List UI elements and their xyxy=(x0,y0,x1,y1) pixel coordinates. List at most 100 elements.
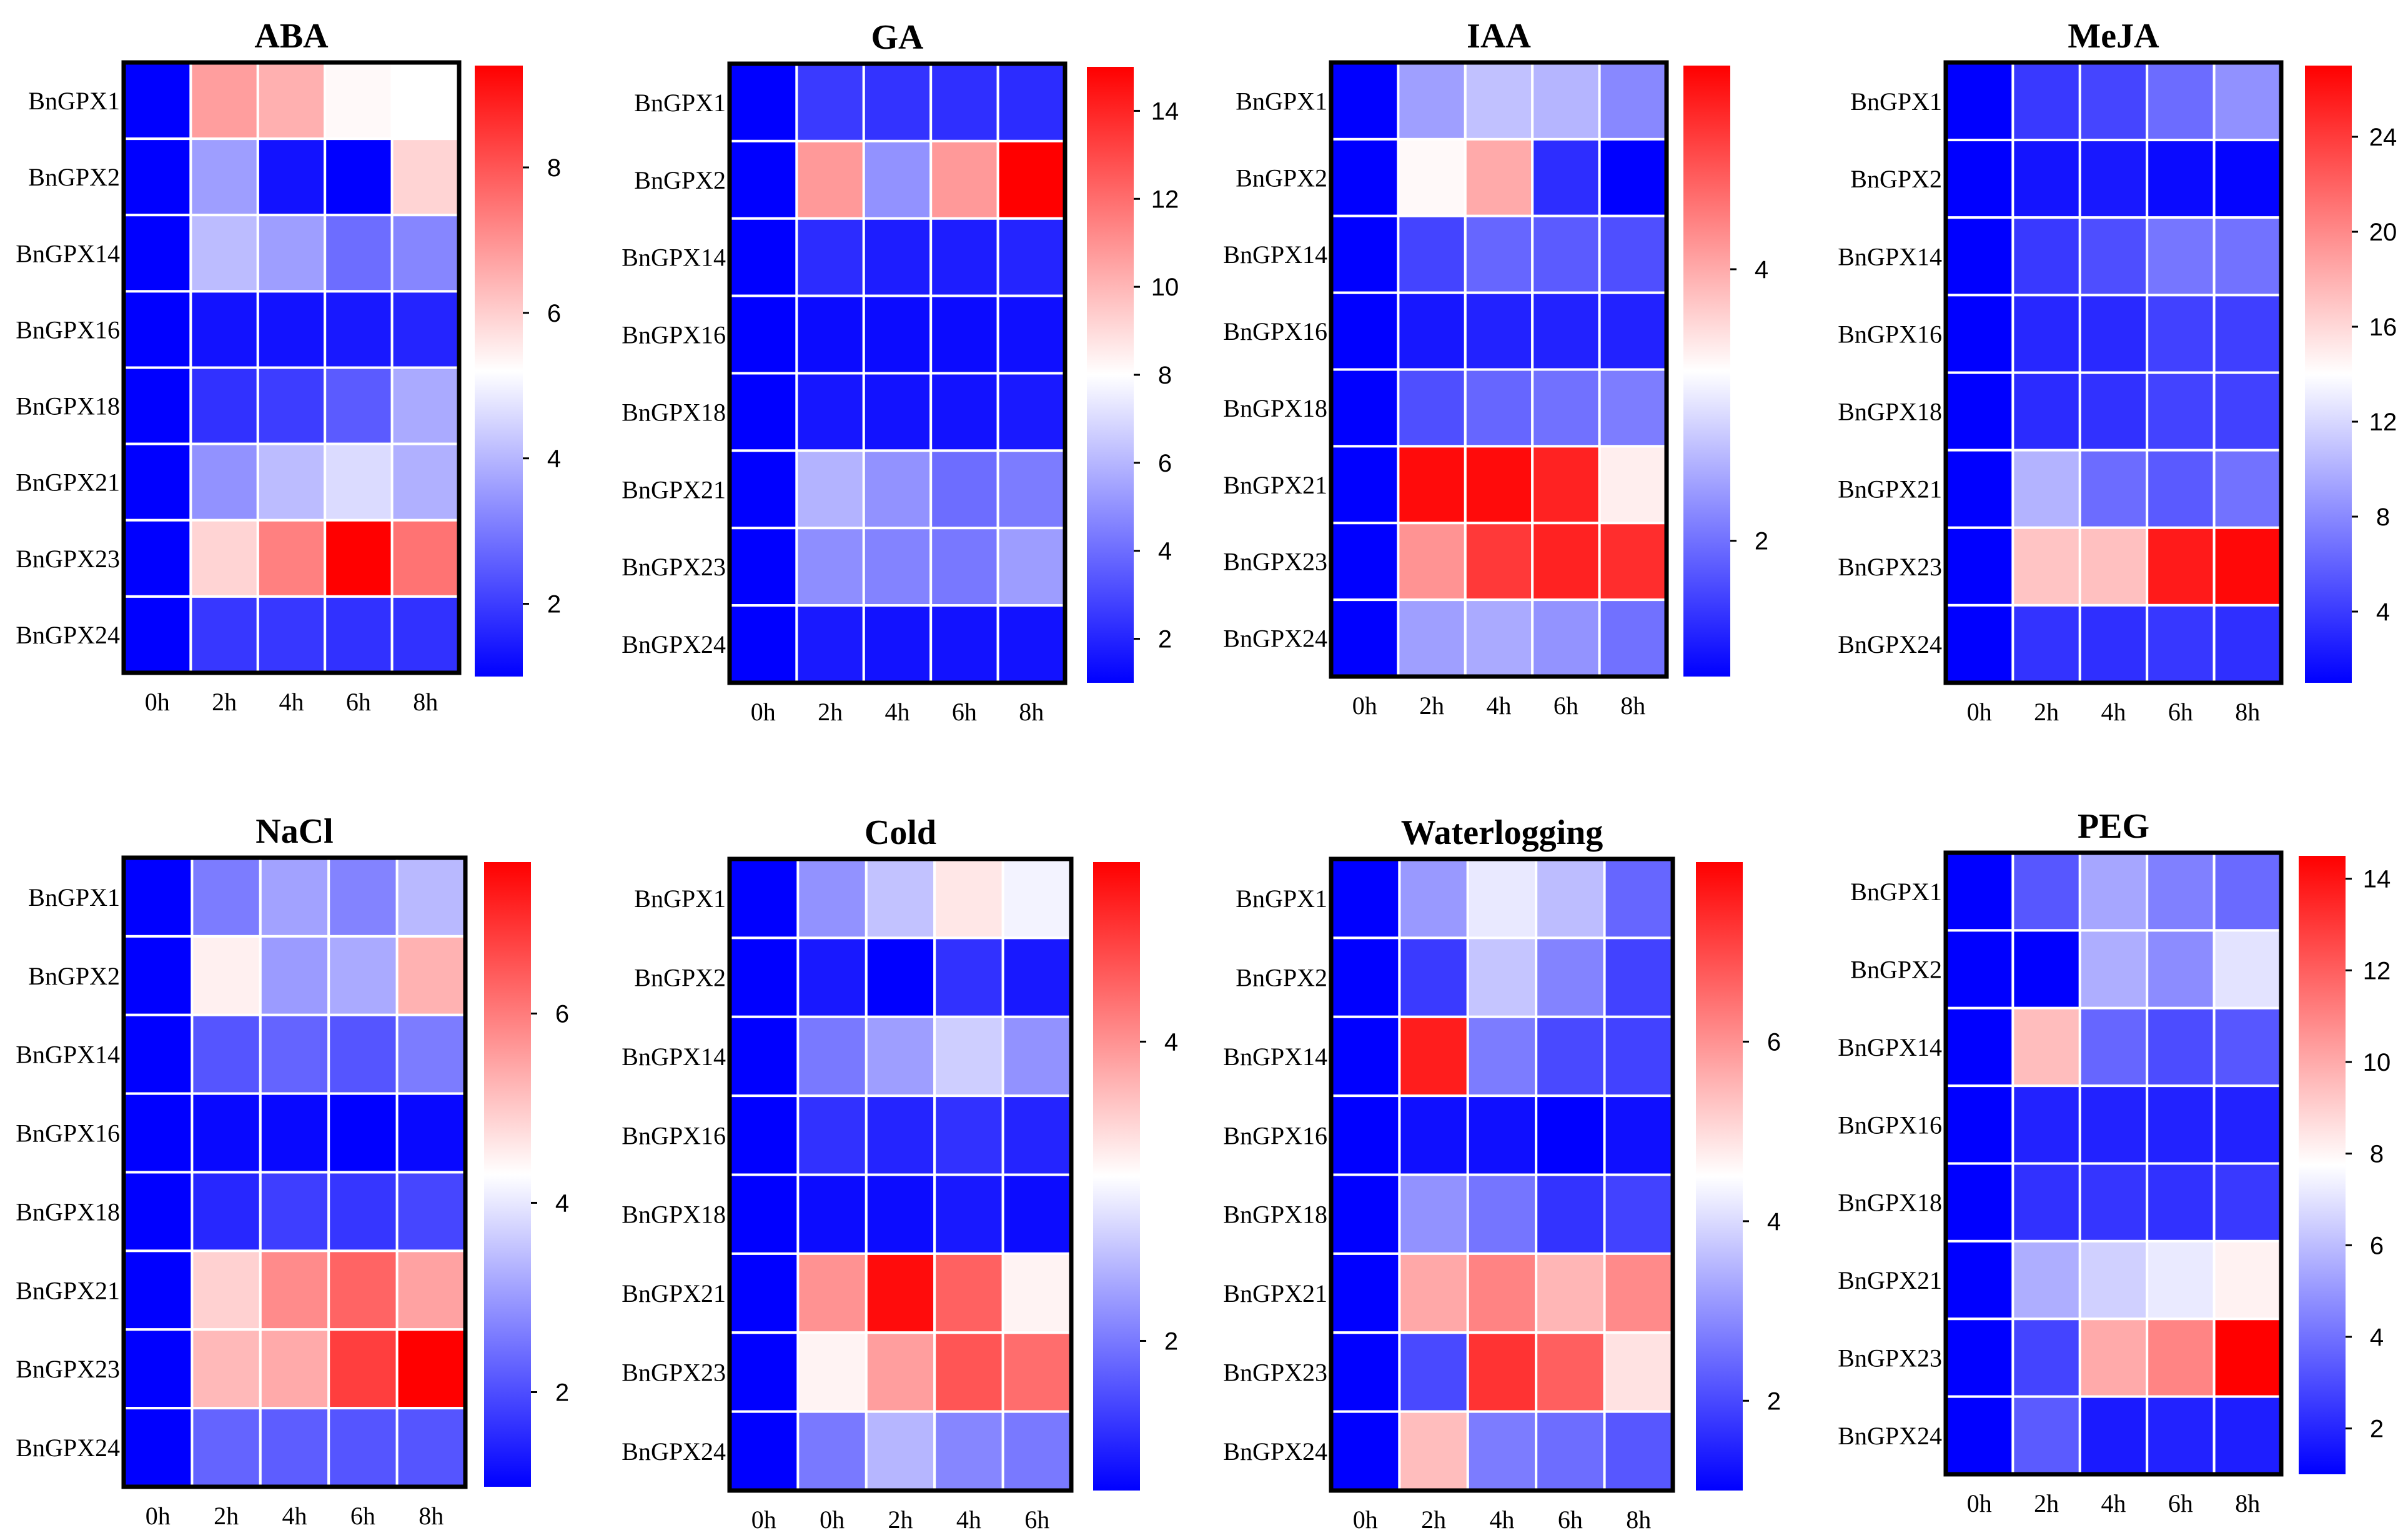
column-label: 4h xyxy=(2101,1489,2126,1517)
heatmap-cell xyxy=(189,366,259,445)
row-label: BnGPX1 xyxy=(28,87,120,115)
column-label: 2h xyxy=(818,698,843,726)
heatmap-cell xyxy=(2146,851,2216,932)
heatmap-cell xyxy=(1330,1094,1401,1176)
column-label: 4h xyxy=(885,698,910,726)
heatmap-cell xyxy=(2011,449,2081,529)
heatmap-panel-ga: GA BnGPX1 BnGPX2 BnGPX14 BnGPX16 BnGPX18 BnGPX… xyxy=(622,18,1179,726)
heatmap-cell xyxy=(1330,858,1401,940)
heatmap-cell xyxy=(259,1171,330,1253)
row-label: BnGPX21 xyxy=(1838,1266,1942,1294)
heatmap-cell xyxy=(1603,1410,1675,1492)
heatmap-cell xyxy=(2078,294,2149,374)
row-label: BnGPX1 xyxy=(28,883,120,911)
column-label: 0h xyxy=(820,1506,845,1534)
colorbar-tick-label: 2 xyxy=(1158,626,1172,653)
row-label: BnGPX1 xyxy=(634,885,726,913)
heatmap-cell xyxy=(1945,1006,2014,1088)
column-label: 8h xyxy=(2235,698,2260,726)
heatmap-frame xyxy=(1943,60,2284,685)
row-label: BnGPX2 xyxy=(28,163,120,191)
heatmap-cell xyxy=(259,856,330,938)
heatmap-cell xyxy=(865,1173,936,1255)
row-label: BnGPX18 xyxy=(622,398,726,426)
panel-title: Waterlogging xyxy=(1401,813,1603,852)
heatmap-cell xyxy=(796,1410,868,1492)
heatmap-cell xyxy=(862,527,933,607)
row-label: BnGPX14 xyxy=(1223,1043,1327,1071)
colorbar-tick-label: 10 xyxy=(2363,1049,2391,1076)
heatmap-cell xyxy=(189,137,259,217)
heatmap-cell xyxy=(395,1407,467,1488)
row-label: BnGPX21 xyxy=(16,469,120,497)
column-label: 0h xyxy=(1967,698,1992,726)
column-label: 6h xyxy=(346,688,371,716)
heatmap-cell xyxy=(2146,61,2216,142)
heatmap-cell xyxy=(390,137,460,217)
heatmap-cell xyxy=(1535,1094,1606,1176)
heatmap-cell xyxy=(1598,61,1668,141)
heatmap-panel-iaa: IAA BnGPX1 BnGPX2 BnGPX14 BnGPX16 BnGPX18 BnGP… xyxy=(1223,17,1768,720)
row-label: BnGPX24 xyxy=(1838,1422,1942,1450)
row-label: BnGPX2 xyxy=(634,964,726,992)
heatmap-cell xyxy=(1603,1252,1675,1334)
colorbar-tick-label: 6 xyxy=(555,1000,569,1028)
heatmap-cell xyxy=(122,518,192,598)
heatmap-cell xyxy=(865,858,936,940)
heatmap-cell xyxy=(2011,1006,2081,1088)
colorbar-tick-label: 4 xyxy=(2376,598,2390,626)
heatmap-cell xyxy=(191,935,262,1016)
colorbar-tick-label: 4 xyxy=(555,1189,569,1217)
heatmap-cell xyxy=(1603,1173,1675,1255)
heatmap-cell xyxy=(933,1410,1004,1492)
heatmap-cell xyxy=(189,595,259,674)
heatmap-cell xyxy=(191,1328,262,1410)
heatmap-cell xyxy=(1397,137,1467,217)
heatmap-cell xyxy=(327,1013,399,1095)
heatmap-cell xyxy=(1598,137,1668,217)
heatmap-cell xyxy=(1397,522,1467,602)
heatmap-cell xyxy=(2212,526,2283,607)
heatmap-cell xyxy=(1330,368,1400,448)
row-label: BnGPX18 xyxy=(1838,1189,1942,1217)
heatmap-cell xyxy=(1464,445,1534,525)
heatmap-cell xyxy=(2078,61,2149,142)
heatmap-cell xyxy=(122,1171,194,1253)
heatmap-cell xyxy=(728,62,798,142)
heatmap-cell xyxy=(2212,929,2283,1010)
heatmap-cell xyxy=(122,1092,194,1174)
row-label: BnGPX2 xyxy=(1236,964,1327,992)
heatmap-cell xyxy=(1001,936,1073,1018)
heatmap-cell xyxy=(929,139,999,220)
row-label: BnGPX23 xyxy=(1838,1344,1942,1372)
heatmap-cell xyxy=(259,1328,330,1410)
heatmap-cell xyxy=(2011,526,2081,607)
heatmap-cell xyxy=(122,442,192,522)
heatmap-cell xyxy=(865,1410,936,1492)
heatmap-cell xyxy=(2078,1239,2149,1321)
heatmap-cell xyxy=(996,217,1066,297)
column-label: 8h xyxy=(419,1502,443,1530)
heatmap-cell xyxy=(1535,1173,1606,1255)
heatmap-cell xyxy=(1466,858,1538,940)
heatmap-cell xyxy=(2011,1239,2081,1321)
heatmap-cell xyxy=(1464,214,1534,294)
heatmap-frame xyxy=(727,61,1068,685)
heatmap-cell xyxy=(1598,522,1668,602)
column-label: 8h xyxy=(1626,1506,1651,1534)
row-label: BnGPX18 xyxy=(16,392,120,420)
heatmap-cell xyxy=(390,518,460,598)
panel-title: IAA xyxy=(1467,17,1531,56)
heatmap-cell xyxy=(2212,371,2283,452)
heatmap-cell xyxy=(2011,1084,2081,1165)
row-label: BnGPX21 xyxy=(622,1279,726,1307)
heatmap-cell xyxy=(2011,294,2081,374)
row-label: BnGPX18 xyxy=(1838,398,1942,426)
heatmap-cell xyxy=(256,366,327,445)
column-label: 4h xyxy=(956,1506,981,1534)
heatmap-cell xyxy=(395,1328,467,1410)
heatmap-cell xyxy=(796,1094,868,1176)
heatmap-cell xyxy=(2011,216,2081,297)
heatmap-cell xyxy=(189,290,259,369)
heatmap-cell xyxy=(1466,1331,1538,1413)
